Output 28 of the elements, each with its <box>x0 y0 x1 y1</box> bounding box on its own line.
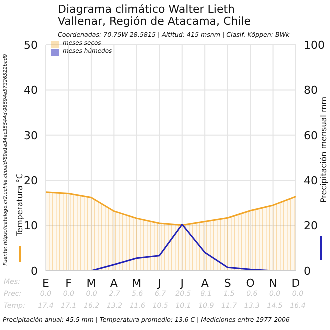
x-tick-label: M <box>132 276 142 290</box>
y2-axis-title: Precipitación mensual mm <box>320 96 328 204</box>
y2-tick-label: 20 <box>304 220 318 233</box>
y-tick-label: 10 <box>24 220 38 233</box>
y-tick-label: 20 <box>24 174 38 188</box>
x-tick-label: A <box>110 276 118 290</box>
x-tick-label: M <box>86 276 96 290</box>
y2-tick-label: 80 <box>304 84 318 98</box>
chart-title: Diagrama climático Walter Lieth <box>58 3 236 16</box>
chart-subtitle: Vallenar, Región de Atacama, Chile <box>58 15 252 28</box>
y-tick-label: 40 <box>24 84 38 98</box>
x-tick-label: D <box>292 276 300 290</box>
x-tick-label: J <box>180 276 184 290</box>
x-tick-label: S <box>224 276 232 290</box>
y2-tick-label: 100 <box>304 38 325 52</box>
y-axis-title: Temperatura °C <box>16 174 24 236</box>
x-tick-label: N <box>269 276 278 290</box>
y2-tick-label: 40 <box>304 174 318 188</box>
y2-tick-label: 0 <box>304 264 311 278</box>
x-tick-label: O <box>246 276 256 290</box>
y2-tick-label: 60 <box>304 129 318 142</box>
x-tick-label: J <box>157 276 162 290</box>
y-tick-label: 50 <box>24 38 38 52</box>
x-tick-label: F <box>66 276 72 290</box>
x-tick-label: A <box>201 276 210 290</box>
y-tick-label: 0 <box>31 264 38 278</box>
y-tick-label: 30 <box>24 129 38 142</box>
x-tick-label: E <box>42 276 50 290</box>
